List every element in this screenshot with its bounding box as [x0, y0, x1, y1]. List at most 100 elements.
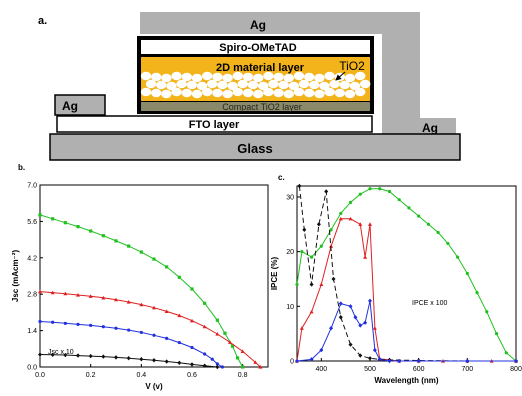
- series: [297, 183, 518, 364]
- data-point: [152, 333, 156, 337]
- tio2-particle: [304, 72, 315, 82]
- ag-top-contact: [140, 12, 456, 136]
- data-point: [76, 292, 80, 297]
- data-point: [89, 229, 93, 233]
- data-point: [152, 257, 156, 261]
- y-tick-label: 4.2: [27, 255, 37, 262]
- tio2-particle: [232, 87, 243, 97]
- x-axis-label: V (v): [145, 382, 163, 391]
- series: [38, 352, 220, 370]
- data-point: [368, 222, 372, 226]
- y-tick-label: 1.4: [27, 328, 37, 335]
- y-tick-label: 20: [286, 249, 294, 256]
- tio2-particle: [278, 80, 289, 90]
- data-point: [353, 315, 358, 320]
- tio2-particle: [344, 89, 356, 99]
- tio2-particle: [339, 80, 350, 90]
- tio2-particle: [263, 71, 274, 81]
- x-tick-label: 600: [413, 366, 425, 373]
- compact-tio2-layer: [141, 102, 370, 111]
- tio2-particle: [324, 71, 335, 81]
- data-point: [139, 302, 144, 307]
- tio2-particle: [293, 71, 305, 81]
- y-tick-label: 0.0: [27, 365, 37, 372]
- data-point: [165, 265, 169, 269]
- tio2-particle: [176, 79, 187, 89]
- data-point: [416, 358, 421, 364]
- tio2-particle: [212, 72, 223, 82]
- y-tick-label: 30: [286, 194, 294, 201]
- data-point: [202, 324, 207, 329]
- data-point: [88, 294, 93, 298]
- spiro-layer: [141, 40, 370, 54]
- data-point: [358, 222, 363, 226]
- data-point: [258, 365, 263, 369]
- data-point: [485, 310, 489, 314]
- data-point: [309, 309, 314, 314]
- tio2-particle: [166, 81, 177, 91]
- data-point: [310, 255, 314, 259]
- x-tick-label: 0.2: [86, 372, 96, 379]
- data-point: [358, 323, 363, 328]
- data-point: [190, 318, 194, 323]
- tio2-particle: [161, 73, 172, 83]
- tio2-particle: [237, 79, 248, 89]
- tio2-particle: [283, 89, 294, 99]
- x-tick-label: 500: [364, 366, 376, 373]
- tio2-particle: [242, 72, 254, 82]
- data-point: [387, 189, 392, 194]
- x-tick-label: 0.4: [136, 372, 146, 379]
- y-tick-label: 2.8: [27, 292, 37, 299]
- panel-label-b: b.: [18, 163, 25, 172]
- data-point: [101, 354, 106, 359]
- tio2-particle: [298, 79, 310, 89]
- data-point: [329, 325, 334, 331]
- tio2-particle: [181, 88, 192, 98]
- tio2-particle: [314, 89, 325, 99]
- data-point: [190, 362, 194, 367]
- tio2-particle: [191, 89, 203, 99]
- data-point: [152, 358, 156, 363]
- ag-top-label: Ag: [250, 18, 266, 32]
- tio2-particle: [222, 73, 233, 83]
- data-point: [348, 200, 353, 205]
- data-point: [38, 289, 42, 294]
- y-tick-label: 10: [286, 304, 294, 311]
- x-tick-label: 0.0: [35, 372, 45, 379]
- data-point: [38, 213, 42, 217]
- data-point: [177, 340, 181, 345]
- tio2-particle: [222, 89, 233, 99]
- data-point: [426, 222, 430, 226]
- x-tick-label: 700: [461, 366, 473, 373]
- tio2-particle: [207, 79, 218, 89]
- series: [38, 289, 263, 369]
- data-point: [164, 359, 169, 364]
- tio2-label: TiO2: [339, 59, 365, 73]
- data-point: [319, 347, 324, 353]
- tio2-particle: [171, 71, 182, 81]
- data-point: [215, 331, 220, 336]
- tio2-particle: [212, 88, 223, 98]
- y-tick-label: 7.0: [27, 183, 37, 190]
- series: [38, 213, 245, 369]
- tio2-particle: [319, 81, 330, 91]
- tio2-particle: [171, 87, 182, 97]
- data-point: [203, 352, 207, 356]
- ag-right-label: Ag: [422, 121, 438, 135]
- tio2-particle: [156, 80, 167, 90]
- panel-label-a: a.: [38, 15, 47, 27]
- data-point: [230, 344, 235, 348]
- tio2-particle: [360, 79, 371, 89]
- data-point: [63, 321, 67, 325]
- data-point: [164, 309, 169, 313]
- tio2-particle: [268, 79, 279, 89]
- data-point: [358, 192, 362, 196]
- tio2-particle: [334, 88, 345, 98]
- data-point: [329, 244, 334, 248]
- data-point: [215, 362, 219, 366]
- tio2-particle: [232, 71, 243, 81]
- data-point: [139, 357, 144, 362]
- data-point: [63, 221, 67, 225]
- data-point: [331, 276, 336, 282]
- y-axis-label: IPCE (%): [270, 257, 279, 291]
